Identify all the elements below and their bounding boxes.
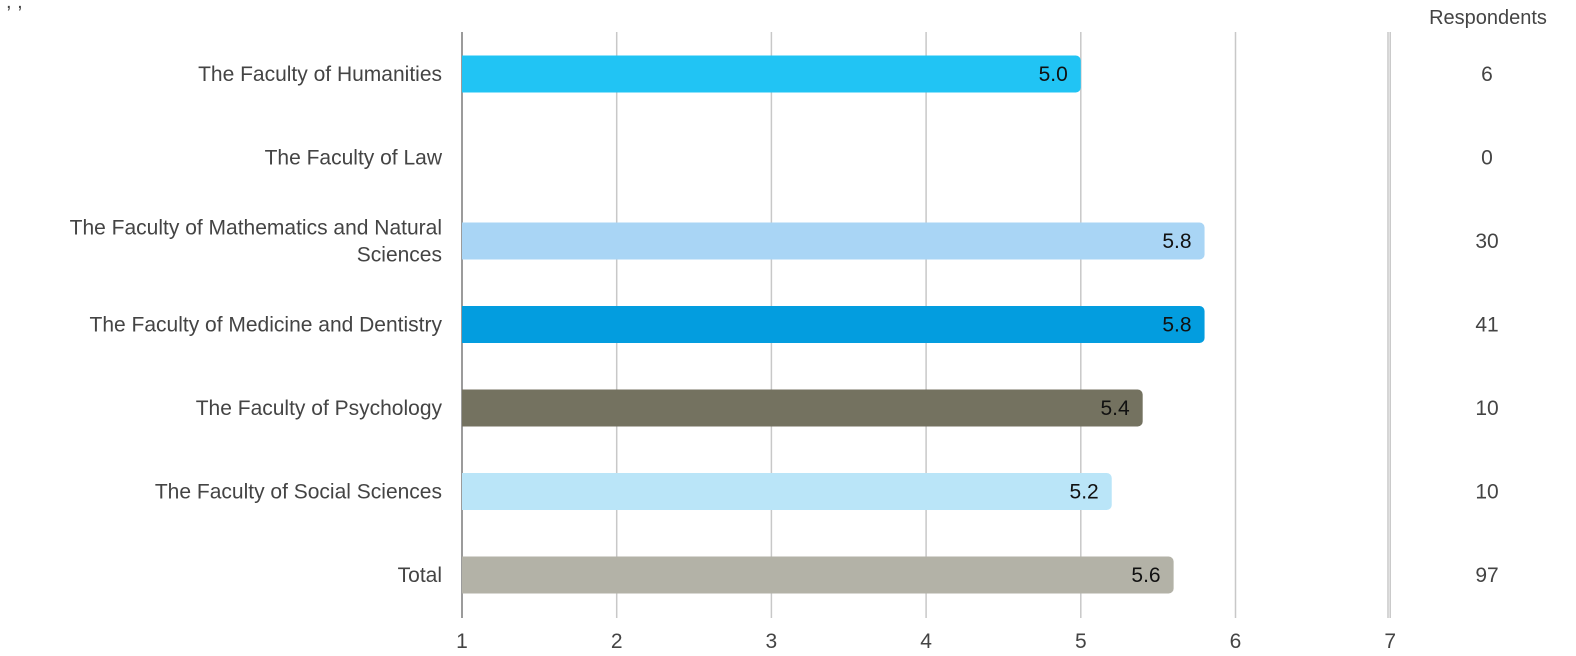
x-tick-label: 7 (1384, 630, 1396, 653)
category-label: Sciences (357, 244, 442, 267)
bar-value-label: 5.6 (1131, 564, 1160, 587)
category-label: The Faculty of Law (265, 147, 443, 170)
category-label: The Faculty of Mathematics and Natural (70, 217, 442, 240)
title-fragment: , , (6, 0, 23, 13)
bar-base (462, 473, 470, 510)
x-tick-label: 1 (456, 630, 468, 653)
respondents-count: 30 (1475, 230, 1498, 253)
bar (462, 556, 1174, 594)
bar-base (462, 389, 470, 427)
bar (462, 306, 1205, 343)
x-tick-label: 6 (1230, 630, 1242, 653)
bar-value-label: 5.4 (1100, 397, 1130, 420)
bar-value-label: 5.2 (1070, 481, 1099, 504)
bar (462, 389, 1143, 427)
category-label: The Faculty of Social Sciences (155, 481, 442, 504)
respondents-count: 0 (1481, 147, 1493, 170)
x-tick-label: 2 (611, 630, 623, 653)
category-label: The Faculty of Psychology (196, 397, 443, 420)
x-tick-label: 3 (766, 630, 778, 653)
respondents-count: 10 (1475, 397, 1498, 420)
x-tick-label: 5 (1075, 630, 1087, 653)
bar-base (462, 306, 470, 343)
category-label: The Faculty of Humanities (198, 63, 442, 86)
bar (462, 222, 1205, 260)
bar-base (462, 222, 470, 260)
bar-value-label: 5.8 (1162, 230, 1191, 253)
bar (462, 473, 1112, 510)
bar-value-label: 5.8 (1162, 314, 1191, 337)
category-label: The Faculty of Medicine and Dentistry (90, 314, 443, 337)
respondents-count: 41 (1475, 314, 1498, 337)
respondents-header: Respondents (1429, 7, 1547, 29)
x-tick-label: 4 (920, 630, 932, 653)
bar-value-label: 5.0 (1039, 63, 1068, 86)
bar-base (462, 556, 470, 594)
bar (462, 55, 1081, 93)
respondents-count: 10 (1475, 481, 1498, 504)
bar-base (462, 55, 470, 93)
category-label: Total (398, 564, 442, 587)
respondents-count: 6 (1481, 63, 1493, 86)
respondents-count: 97 (1475, 564, 1498, 587)
